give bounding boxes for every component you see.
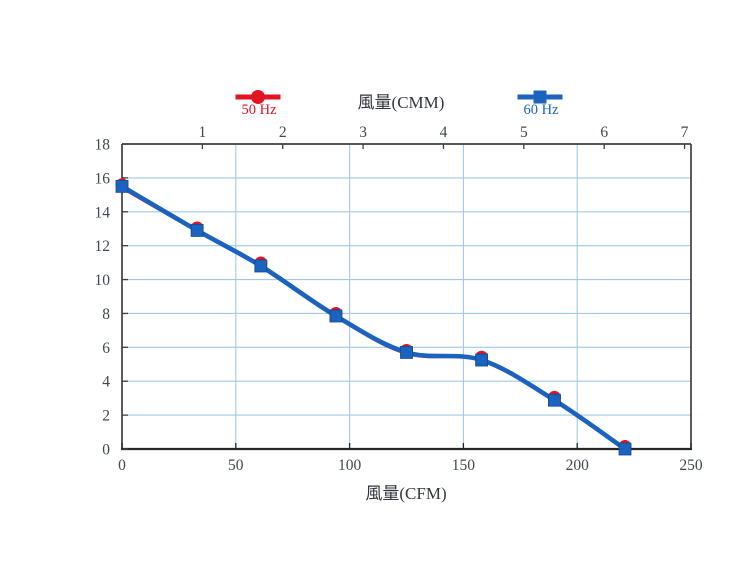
data-point-marker bbox=[254, 259, 268, 273]
x-axis-tick-label: 250 bbox=[679, 457, 703, 474]
legend-label-60hz: 60 Hz bbox=[523, 102, 559, 118]
y-axis-tick-label: 18 bbox=[95, 137, 111, 154]
y-axis-tick-label: 16 bbox=[95, 170, 111, 187]
data-point-marker bbox=[548, 393, 561, 407]
data-point-marker bbox=[190, 224, 204, 237]
y-axis-tick-label: 12 bbox=[95, 238, 111, 255]
y-axis-tick-label: 4 bbox=[102, 374, 110, 391]
y-axis-tick-label: 6 bbox=[102, 340, 110, 357]
top-axis-tick-label: 6 bbox=[600, 124, 608, 141]
x-axis-tick-label: 50 bbox=[228, 457, 244, 474]
y-axis-tick-label: 10 bbox=[95, 272, 111, 289]
x-axis-tick-label: 150 bbox=[452, 457, 476, 474]
top-axis-tick-label: 3 bbox=[359, 124, 367, 141]
x-axis-tick-label: 200 bbox=[566, 457, 590, 474]
legend-circle-marker bbox=[251, 90, 265, 104]
top-axis-tick-label: 7 bbox=[681, 124, 689, 141]
legend-square-marker bbox=[533, 90, 547, 104]
y-axis-tick-label: 2 bbox=[102, 408, 110, 425]
y-axis-tick-label: 0 bbox=[102, 442, 110, 459]
top-axis-tick-label: 2 bbox=[279, 124, 287, 141]
data-point-marker bbox=[400, 346, 413, 359]
top-axis-title: 風量(CMM) bbox=[357, 93, 445, 112]
top-axis-tick-label: 4 bbox=[440, 124, 448, 141]
data-point-marker bbox=[475, 353, 489, 367]
y-axis-tick-label: 8 bbox=[102, 306, 110, 323]
bottom-axis-title: 風量(CFM) bbox=[365, 484, 447, 503]
legend-label-50hz: 50 Hz bbox=[241, 102, 277, 118]
data-point-marker bbox=[329, 309, 343, 323]
top-axis-tick-label: 1 bbox=[198, 124, 206, 141]
x-axis-tick-label: 0 bbox=[118, 457, 126, 474]
x-axis-tick-label: 100 bbox=[338, 457, 362, 474]
y-axis-tick-label: 14 bbox=[95, 204, 111, 221]
data-point-marker bbox=[618, 442, 632, 456]
data-point-marker bbox=[115, 179, 129, 193]
top-axis-tick-label: 5 bbox=[520, 124, 528, 141]
